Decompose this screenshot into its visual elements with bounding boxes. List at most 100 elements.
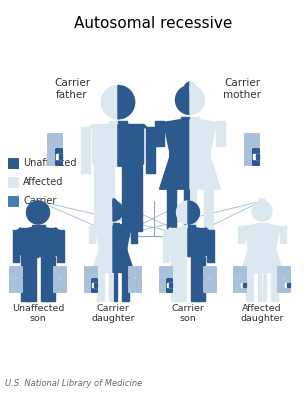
FancyBboxPatch shape xyxy=(135,278,142,293)
Polygon shape xyxy=(113,225,131,246)
Bar xyxy=(177,257,185,301)
Wedge shape xyxy=(176,86,190,114)
Bar xyxy=(184,189,188,230)
Wedge shape xyxy=(103,201,113,221)
Bar xyxy=(122,272,129,301)
Text: Unaffected: Unaffected xyxy=(23,158,76,168)
Bar xyxy=(171,257,180,301)
Bar xyxy=(94,166,106,230)
Text: Carrier
father: Carrier father xyxy=(54,78,90,100)
FancyBboxPatch shape xyxy=(277,278,284,293)
Bar xyxy=(256,154,259,160)
Bar xyxy=(38,228,56,255)
FancyBboxPatch shape xyxy=(55,133,63,148)
FancyBboxPatch shape xyxy=(84,266,91,278)
Polygon shape xyxy=(190,152,220,189)
Polygon shape xyxy=(87,124,118,163)
Bar xyxy=(103,166,115,230)
FancyBboxPatch shape xyxy=(244,133,252,148)
Bar xyxy=(155,121,164,146)
Bar xyxy=(114,272,117,301)
Bar xyxy=(243,283,246,287)
Bar xyxy=(93,124,118,163)
Bar xyxy=(188,228,205,255)
Bar xyxy=(27,257,36,301)
Wedge shape xyxy=(252,201,262,221)
Bar xyxy=(271,272,278,301)
Polygon shape xyxy=(262,225,280,246)
FancyBboxPatch shape xyxy=(277,266,284,278)
Bar xyxy=(287,283,290,287)
Bar xyxy=(196,257,205,301)
FancyBboxPatch shape xyxy=(233,266,240,278)
Text: Affected
daughter: Affected daughter xyxy=(240,304,284,324)
FancyBboxPatch shape xyxy=(210,278,217,293)
Polygon shape xyxy=(38,228,59,255)
Wedge shape xyxy=(113,201,123,221)
Bar xyxy=(204,189,213,230)
Wedge shape xyxy=(109,199,113,206)
Polygon shape xyxy=(93,163,118,166)
Text: Carrier: Carrier xyxy=(23,196,56,206)
Bar xyxy=(131,225,137,242)
Bar xyxy=(97,272,103,301)
Bar xyxy=(59,154,62,160)
Bar xyxy=(32,225,38,227)
Bar xyxy=(167,189,176,230)
Bar xyxy=(21,228,38,255)
Bar xyxy=(57,230,64,262)
FancyBboxPatch shape xyxy=(284,266,291,278)
Bar xyxy=(169,283,172,287)
Wedge shape xyxy=(101,86,118,119)
Bar xyxy=(285,283,290,287)
Wedge shape xyxy=(177,201,188,224)
Wedge shape xyxy=(185,82,190,93)
Polygon shape xyxy=(95,225,113,246)
FancyBboxPatch shape xyxy=(53,266,60,278)
FancyBboxPatch shape xyxy=(166,266,173,278)
Bar xyxy=(81,127,91,173)
Polygon shape xyxy=(92,246,113,272)
Polygon shape xyxy=(118,163,143,166)
Bar xyxy=(8,177,18,187)
Bar xyxy=(94,283,97,287)
Text: Unaffected
son: Unaffected son xyxy=(12,304,64,324)
Polygon shape xyxy=(17,228,38,255)
Bar xyxy=(191,257,199,301)
Polygon shape xyxy=(244,225,262,246)
Bar xyxy=(8,158,18,168)
FancyBboxPatch shape xyxy=(91,278,98,293)
Polygon shape xyxy=(164,120,190,152)
Wedge shape xyxy=(26,201,38,224)
Wedge shape xyxy=(113,199,117,206)
FancyBboxPatch shape xyxy=(203,266,210,278)
Polygon shape xyxy=(113,246,134,272)
FancyBboxPatch shape xyxy=(240,266,247,278)
Text: Carrier
son: Carrier son xyxy=(172,304,204,324)
Polygon shape xyxy=(170,255,188,257)
Bar xyxy=(192,189,196,230)
Bar xyxy=(190,117,199,118)
Wedge shape xyxy=(190,86,204,114)
Polygon shape xyxy=(118,124,149,163)
FancyBboxPatch shape xyxy=(252,148,260,166)
Bar xyxy=(238,225,244,242)
Bar xyxy=(21,257,29,301)
FancyBboxPatch shape xyxy=(47,133,55,148)
Bar xyxy=(130,166,142,230)
Wedge shape xyxy=(262,201,272,221)
Bar xyxy=(181,225,188,227)
FancyBboxPatch shape xyxy=(9,266,16,278)
Bar xyxy=(162,230,169,262)
Bar xyxy=(122,166,134,230)
Bar xyxy=(170,228,188,255)
Bar xyxy=(241,283,246,287)
FancyBboxPatch shape xyxy=(60,266,67,278)
FancyBboxPatch shape xyxy=(128,266,135,278)
Bar xyxy=(258,272,261,301)
Polygon shape xyxy=(188,228,209,255)
Polygon shape xyxy=(21,255,38,257)
Bar xyxy=(92,283,97,287)
Bar xyxy=(118,120,127,123)
Bar xyxy=(38,225,45,227)
